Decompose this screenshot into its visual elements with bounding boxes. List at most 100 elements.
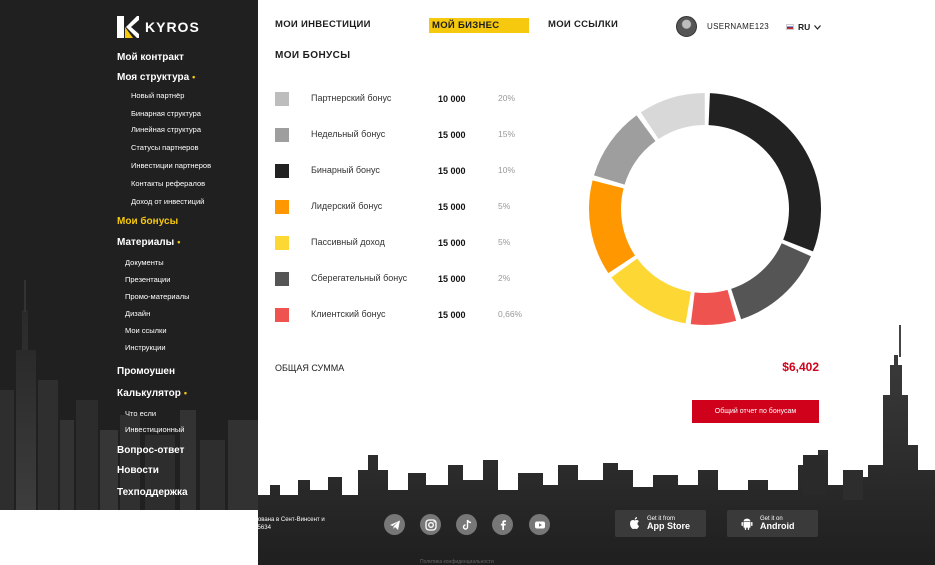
tab-my-business[interactable]: МОЙ БИЗНЕС [429,18,530,33]
bonus-row: Клиентский бонус 15 000 0,66% [275,308,535,322]
tab-my-links[interactable]: МОИ ССЫЛКИ [548,19,619,30]
sidebar-item[interactable]: Вопрос-ответ [117,445,184,456]
donut-slice [593,115,656,185]
kyros-logo-icon [117,16,139,38]
android-small: Get it on [760,515,783,522]
android-button[interactable]: Get it on Android [727,510,818,537]
bonus-color-swatch [275,92,289,106]
android-big: Android [760,520,795,531]
bonus-percent: 0,66% [498,309,523,319]
sidebar-item[interactable]: Моя структура • [117,72,195,83]
sidebar-item-label: Калькулятор [117,388,181,399]
sidebar-item[interactable]: Линейная структура [131,125,201,134]
language-selector[interactable]: RU [786,22,822,32]
bonus-percent: 2% [498,273,511,283]
bonus-name: Недельный бонус [311,129,386,139]
total-label: ОБЩАЯ СУММА [275,363,345,373]
bonus-percent: 15% [498,129,516,139]
avatar[interactable] [676,16,697,37]
brand-logo[interactable]: KYROS [117,16,200,38]
sidebar-item[interactable]: Документы [125,258,164,267]
sidebar-item[interactable]: Статусы партнеров [131,143,199,152]
sidebar-item-label: Моя структура [117,72,190,83]
sidebar-item[interactable]: Доход от инвестиций [131,197,204,206]
sidebar-item[interactable]: Что если [125,409,156,418]
bonus-amount: 15 000 [438,130,466,140]
telegram-icon[interactable] [384,514,405,535]
sidebar-item[interactable]: Мой контракт [117,52,184,63]
username: USERNAME123 [707,22,769,31]
bonus-name: Сберегательный бонус [311,273,408,283]
sidebar-item-label: Техподдержка [117,487,188,498]
expand-dot-icon: • [192,72,196,82]
user-menu[interactable]: USERNAME123 [676,16,769,37]
sidebar-item-label: Статусы партнеров [131,143,199,152]
bonus-percent: 5% [498,201,511,211]
bonus-report-button[interactable]: Общий отчет по бонусам [692,400,819,423]
tab-my-investments[interactable]: МОИ ИНВЕСТИЦИИ [275,19,371,30]
language-code: RU [798,22,811,32]
bonus-percent: 10% [498,165,516,175]
sidebar-item-label: Доход от инвестиций [131,197,205,206]
sidebar-item[interactable]: Техподдержка [117,487,188,498]
sidebar-item[interactable]: Новый партнёр [131,91,184,100]
bonus-amount: 15 000 [438,202,466,212]
sidebar-item-label: Мои ссылки [125,326,167,335]
sidebar-item[interactable]: Дизайн [125,309,150,318]
privacy-link[interactable]: Политика конфиденциальности [420,559,494,565]
app-store-button[interactable]: Get it from App Store [615,510,706,537]
sidebar-item[interactable]: Материалы • [117,237,180,248]
bonus-color-swatch [275,236,289,250]
instagram-icon[interactable] [420,514,441,535]
bonus-color-swatch [275,308,289,322]
donut-slice [611,258,691,324]
sidebar-item-label: Бинарная структура [131,109,201,118]
sidebar: KYROS Мой контракт Моя структура • Новый па… [0,0,258,510]
bonus-row: Сберегательный бонус 15 000 2% [275,272,535,286]
youtube-icon[interactable] [529,514,550,535]
expand-dot-icon: • [183,388,188,398]
sidebar-item[interactable]: Инвестиционный [125,425,185,434]
sidebar-item-label: Дизайн [125,309,151,318]
bonus-amount: 10 000 [438,94,466,104]
expand-dot-icon: • [177,237,181,247]
sidebar-item[interactable]: Промоушен [117,366,175,377]
sidebar-item[interactable]: Презентации [125,275,170,284]
sidebar-item-label: Новый партнёр [131,91,185,100]
russia-flag-icon [786,24,794,30]
donut-slice [589,180,636,274]
sidebar-item[interactable]: Мои ссылки [125,326,167,335]
sidebar-item[interactable]: Промо-материалы [125,292,190,301]
tiktok-icon[interactable] [456,514,477,535]
sidebar-item[interactable]: Инструкции [125,343,166,352]
sidebar-item[interactable]: Калькулятор • [117,388,187,399]
bonus-amount: 15 000 [438,274,466,284]
bonus-row: Лидерский бонус 15 000 5% [275,200,535,214]
sidebar-item[interactable]: Мои бонусы [117,216,178,227]
bonus-color-swatch [275,128,289,142]
bonus-color-swatch [275,200,289,214]
bonus-amount: 15 000 [438,238,466,248]
sidebar-item-label: Инвестиционный [125,425,185,434]
sidebar-item-label: Презентации [125,275,171,284]
sidebar-item-label: Контакты рефералов [131,179,206,188]
bonus-row: Партнерский бонус 10 000 20% [275,92,535,106]
footer: 2017 - 2021 © Kyros Management Ltd., зар… [0,506,935,565]
bonus-row: Пассивный доход 15 000 5% [275,236,535,250]
android-icon [741,518,753,530]
facebook-icon[interactable] [492,514,513,535]
sidebar-item-label: Линейная структура [131,125,201,134]
sidebar-item-label: Инвестиции партнеров [131,161,212,170]
sidebar-item[interactable]: Новости [117,465,159,476]
sidebar-item-label: Новости [117,465,159,476]
sidebar-item[interactable]: Бинарная структура [131,109,201,118]
sidebar-item[interactable]: Контакты рефералов [131,179,205,188]
bonus-name: Клиентский бонус [311,309,386,319]
sidebar-item-label: Вопрос-ответ [117,445,185,456]
donut-slice [731,243,811,320]
chevron-down-icon [814,24,822,30]
sidebar-item-label: Промоушен [117,366,176,377]
sidebar-item-label: Материалы [117,237,175,248]
app-store-big: App Store [647,520,691,531]
sidebar-item[interactable]: Инвестиции партнеров [131,161,211,170]
